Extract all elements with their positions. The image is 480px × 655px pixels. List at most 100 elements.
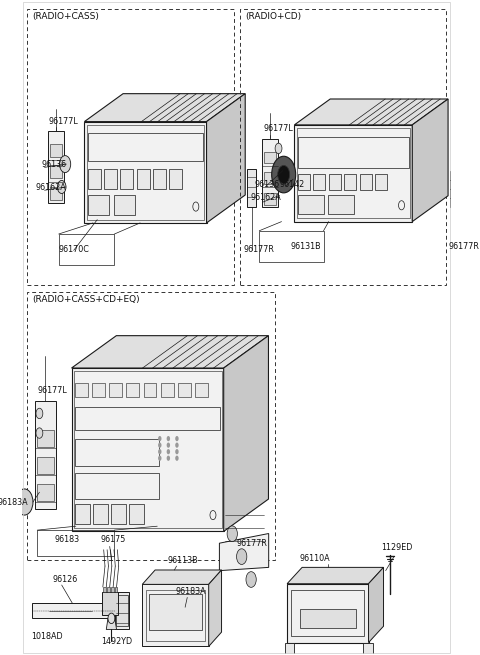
- Text: 96126: 96126: [52, 574, 77, 584]
- Bar: [75, 504, 90, 523]
- Text: (RADIO+CASS): (RADIO+CASS): [33, 12, 99, 21]
- Bar: [137, 170, 150, 189]
- Bar: [111, 587, 114, 592]
- Bar: [104, 170, 117, 189]
- Bar: [149, 594, 202, 630]
- Circle shape: [36, 408, 43, 419]
- Circle shape: [158, 443, 161, 448]
- Text: 96183: 96183: [54, 536, 80, 544]
- Circle shape: [227, 526, 238, 542]
- Bar: [344, 174, 356, 190]
- Circle shape: [58, 180, 66, 193]
- Bar: [240, 9, 445, 285]
- Bar: [264, 172, 276, 184]
- Text: 96110A: 96110A: [300, 553, 331, 563]
- Circle shape: [175, 443, 179, 448]
- Bar: [450, 172, 459, 207]
- Polygon shape: [84, 94, 245, 122]
- Bar: [360, 174, 372, 190]
- Text: 96183A: 96183A: [0, 498, 28, 506]
- Bar: [329, 174, 341, 190]
- Bar: [37, 530, 114, 556]
- Bar: [27, 291, 275, 559]
- Text: 1018AD: 1018AD: [31, 632, 62, 641]
- Bar: [102, 592, 118, 615]
- Circle shape: [275, 143, 282, 154]
- Circle shape: [16, 489, 33, 515]
- Circle shape: [167, 456, 170, 461]
- Bar: [120, 170, 133, 189]
- Bar: [103, 587, 106, 592]
- Polygon shape: [369, 567, 384, 643]
- Bar: [35, 401, 56, 508]
- Bar: [88, 170, 101, 189]
- Circle shape: [158, 456, 161, 461]
- Polygon shape: [209, 570, 222, 646]
- Bar: [375, 174, 387, 190]
- Bar: [37, 457, 54, 474]
- Bar: [298, 174, 310, 190]
- Bar: [37, 484, 54, 500]
- Bar: [75, 439, 159, 466]
- Text: 96162A: 96162A: [35, 183, 66, 192]
- Text: 1492YD: 1492YD: [101, 637, 132, 646]
- Bar: [111, 504, 126, 523]
- Polygon shape: [287, 584, 369, 643]
- Circle shape: [158, 436, 161, 441]
- Bar: [50, 187, 62, 200]
- Bar: [300, 608, 356, 628]
- Circle shape: [158, 449, 161, 455]
- Bar: [37, 430, 54, 447]
- Text: 96177L: 96177L: [263, 124, 293, 134]
- Bar: [144, 383, 156, 398]
- Polygon shape: [219, 534, 269, 571]
- Circle shape: [278, 166, 289, 183]
- Bar: [50, 166, 62, 178]
- Text: 96175: 96175: [101, 536, 126, 544]
- Text: 96177R: 96177R: [244, 245, 275, 254]
- Bar: [363, 643, 373, 655]
- Circle shape: [184, 609, 189, 617]
- Bar: [109, 383, 122, 398]
- Circle shape: [175, 436, 179, 441]
- Circle shape: [189, 601, 201, 620]
- Polygon shape: [84, 122, 206, 223]
- Bar: [313, 174, 325, 190]
- Bar: [88, 134, 203, 161]
- Text: 96177R: 96177R: [237, 539, 267, 548]
- Text: 96131B: 96131B: [290, 242, 321, 251]
- Bar: [247, 169, 256, 206]
- Bar: [291, 590, 364, 636]
- Circle shape: [108, 613, 115, 624]
- Circle shape: [272, 157, 296, 193]
- Text: 96162A: 96162A: [250, 193, 281, 202]
- Bar: [328, 195, 354, 214]
- Bar: [195, 383, 208, 398]
- Bar: [59, 234, 114, 265]
- Bar: [75, 383, 88, 398]
- Text: 96136: 96136: [42, 160, 67, 170]
- Bar: [75, 407, 220, 430]
- Bar: [161, 383, 174, 398]
- Polygon shape: [72, 368, 224, 531]
- Bar: [129, 504, 144, 523]
- Bar: [298, 137, 409, 168]
- Polygon shape: [294, 125, 412, 221]
- Bar: [264, 152, 276, 164]
- Text: 96177L: 96177L: [49, 117, 79, 126]
- Polygon shape: [412, 99, 448, 221]
- Bar: [107, 587, 110, 592]
- Bar: [262, 139, 278, 207]
- Text: 96177L: 96177L: [37, 386, 67, 396]
- Bar: [114, 195, 135, 215]
- Text: (RADIO+CASS+CD+EQ): (RADIO+CASS+CD+EQ): [33, 295, 140, 304]
- Circle shape: [60, 156, 71, 173]
- Bar: [298, 195, 324, 214]
- Bar: [297, 128, 410, 218]
- Text: (RADIO+CD): (RADIO+CD): [245, 12, 301, 21]
- Text: 96136: 96136: [254, 180, 280, 189]
- Bar: [27, 9, 234, 285]
- Bar: [32, 603, 115, 618]
- Bar: [116, 595, 128, 626]
- Bar: [86, 125, 204, 219]
